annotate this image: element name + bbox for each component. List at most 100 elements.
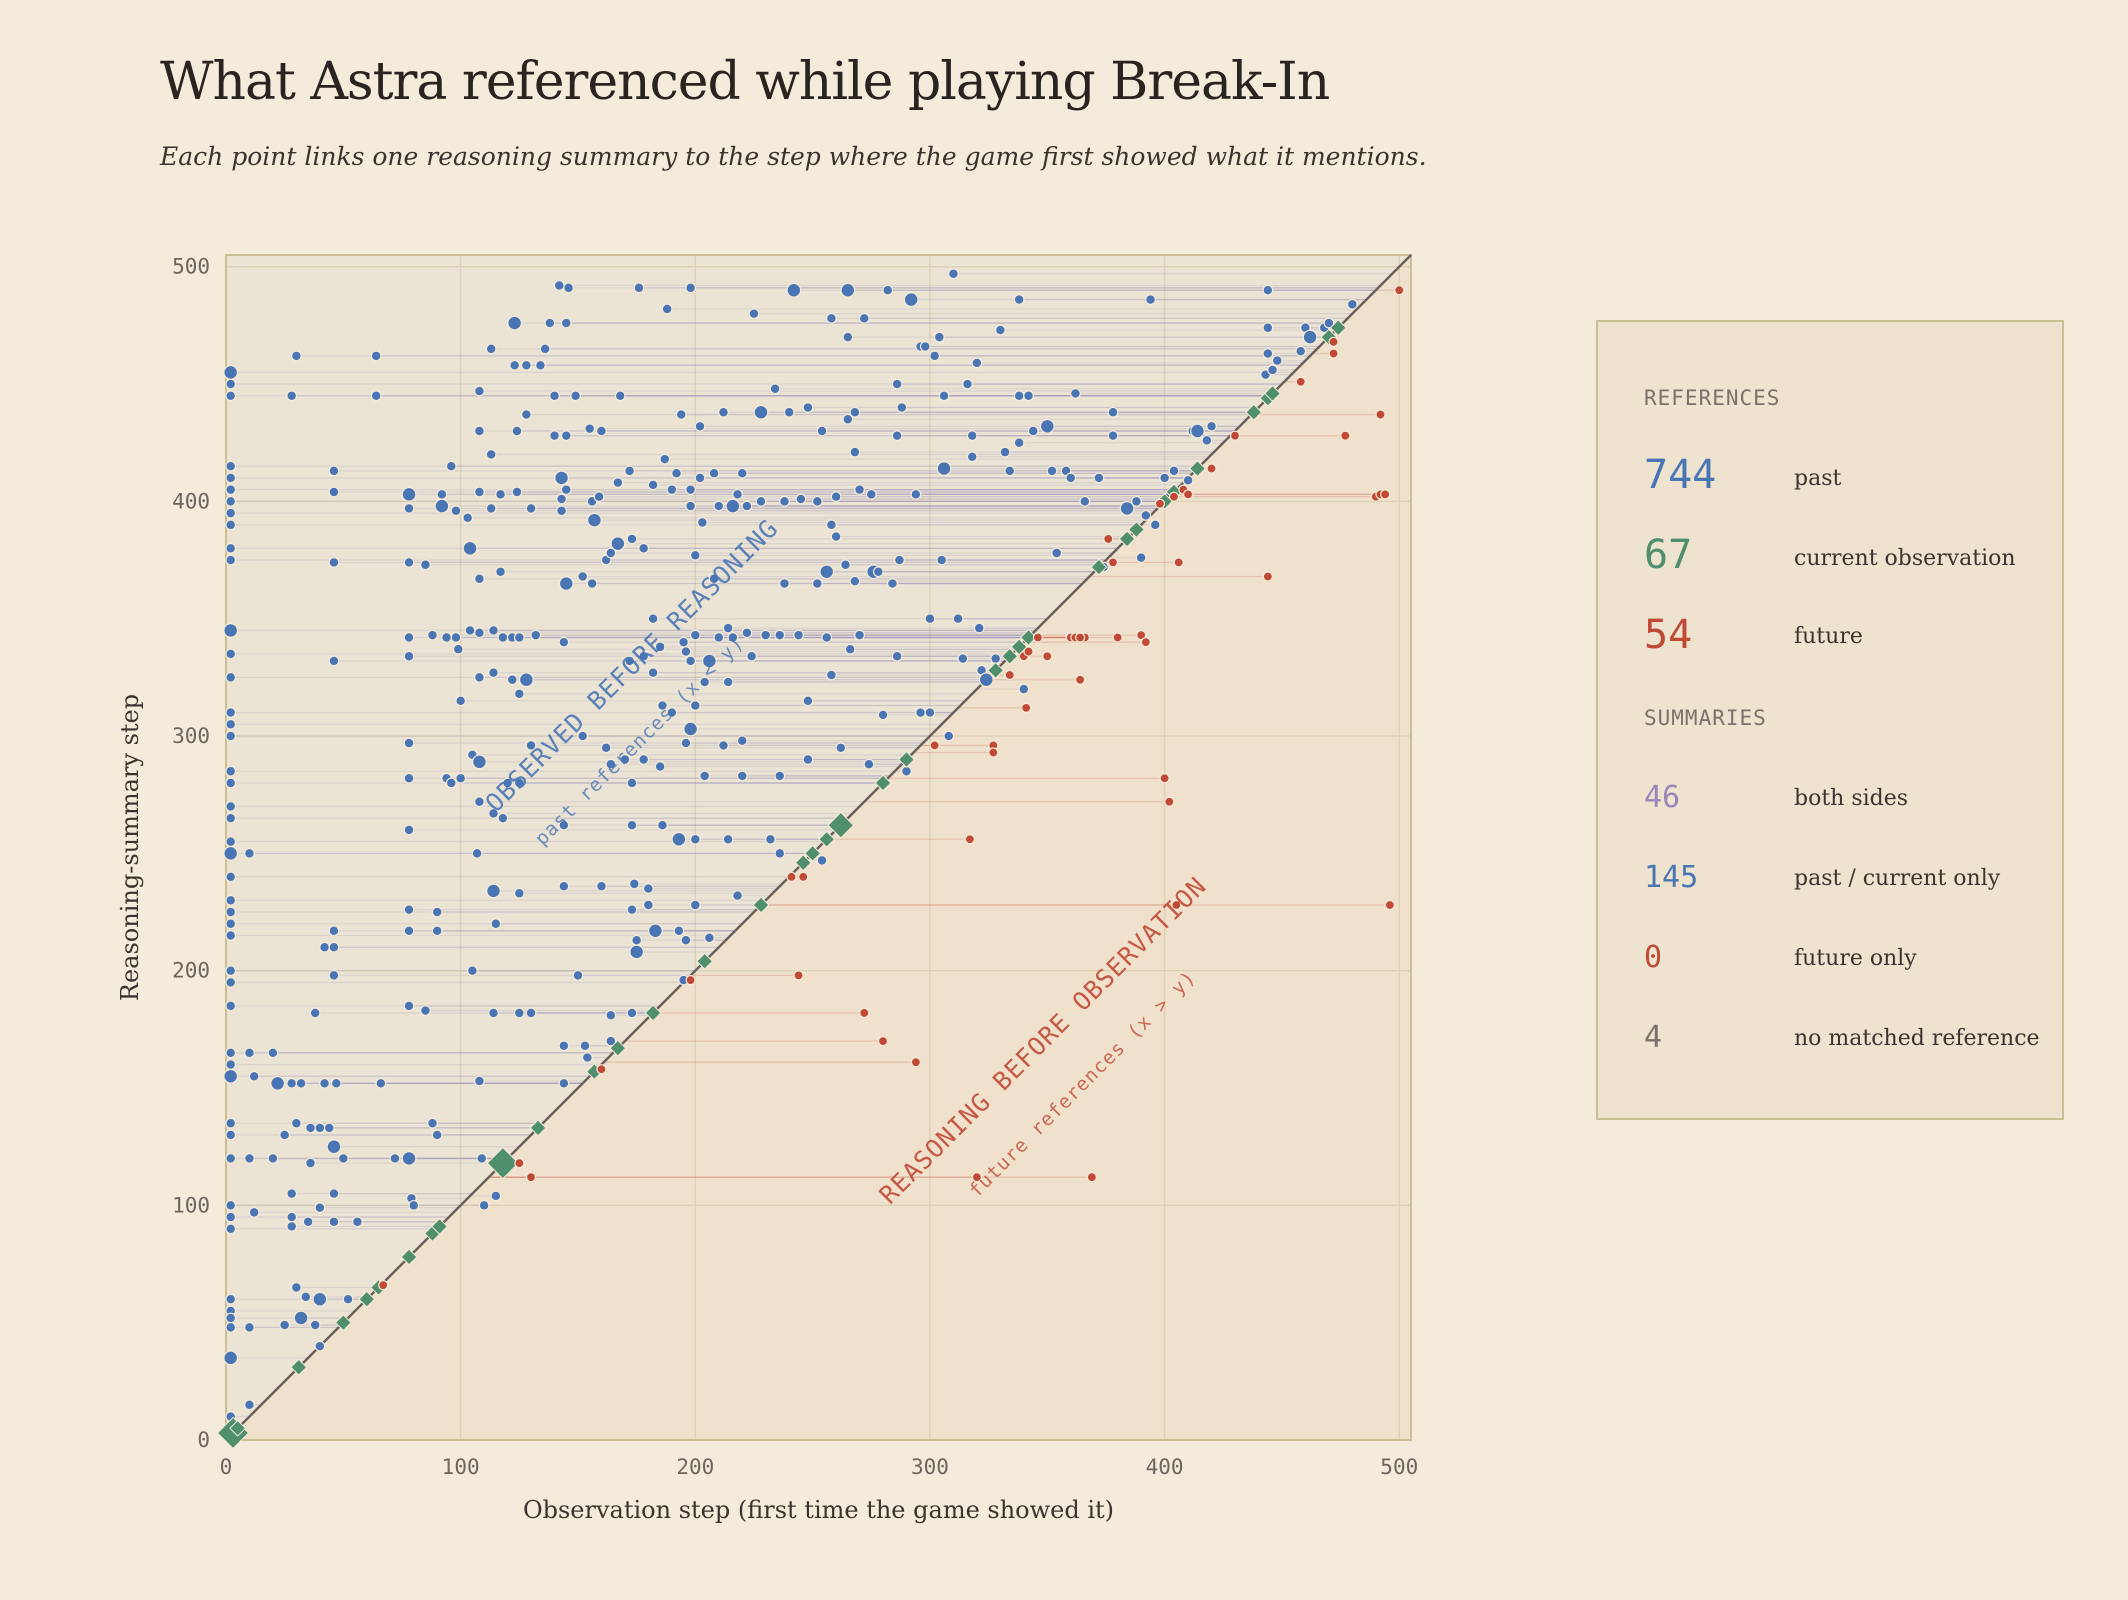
past-point — [225, 1199, 237, 1211]
past-point — [506, 674, 518, 686]
past-point — [225, 730, 237, 742]
past-point — [558, 1040, 570, 1052]
future-point — [1375, 409, 1386, 420]
summaries-no-match-label: no matched reference — [1794, 1026, 2040, 1051]
summaries-past-current-label: past / current only — [1794, 866, 2001, 891]
past-point — [223, 623, 239, 638]
future-point — [1159, 773, 1170, 784]
past-point — [699, 676, 711, 688]
past-point — [957, 653, 969, 665]
past-point — [370, 350, 382, 362]
diagonal-reference-line — [225, 254, 1412, 1441]
past-point — [549, 390, 560, 402]
past-point — [631, 934, 643, 946]
future-point — [1164, 796, 1175, 807]
series-future — [378, 285, 1405, 1291]
past-point — [328, 486, 340, 498]
past-point — [520, 359, 532, 371]
past-point — [802, 402, 814, 413]
past-point — [903, 292, 919, 307]
future-point — [1328, 336, 1339, 347]
past-point — [244, 1047, 255, 1059]
past-point — [779, 495, 790, 507]
past-point — [244, 1399, 255, 1411]
past-point — [685, 500, 697, 512]
past-point — [293, 1310, 309, 1326]
past-point — [1262, 322, 1274, 334]
current-point — [400, 1248, 418, 1266]
past-point — [842, 331, 854, 343]
past-point — [225, 1153, 237, 1164]
past-point — [248, 1070, 260, 1082]
past-point — [403, 1000, 415, 1012]
summaries-no-match-count: 4 — [1644, 1020, 1663, 1055]
past-point — [683, 721, 699, 737]
past-point — [769, 383, 781, 395]
past-point — [370, 390, 382, 402]
past-point — [610, 536, 626, 552]
past-point — [244, 847, 255, 859]
future-point — [971, 1172, 982, 1183]
past-point — [225, 1129, 237, 1141]
future-point — [1023, 646, 1034, 657]
past-point — [842, 413, 854, 425]
past-point — [544, 317, 556, 329]
past-point — [680, 646, 692, 657]
past-point — [314, 1202, 326, 1214]
past-point — [642, 899, 654, 911]
future-point — [1182, 489, 1194, 500]
past-point — [495, 566, 506, 578]
past-point — [267, 1153, 279, 1164]
past-point — [708, 467, 720, 479]
past-point — [701, 653, 717, 669]
past-point — [647, 613, 659, 625]
future-point — [1295, 376, 1306, 387]
past-point — [462, 540, 478, 556]
past-point — [485, 343, 497, 355]
past-point — [474, 796, 485, 808]
future-point — [786, 871, 797, 882]
past-point — [732, 890, 743, 902]
current-point — [1329, 319, 1347, 337]
past-point — [513, 688, 525, 700]
past-point — [1027, 425, 1039, 437]
past-point — [431, 925, 443, 937]
past-point — [225, 1059, 237, 1070]
past-point — [1262, 348, 1274, 359]
future-point — [798, 871, 809, 882]
past-point — [1271, 355, 1283, 366]
past-point — [1039, 418, 1055, 434]
current-point — [1118, 530, 1136, 548]
past-point — [882, 284, 894, 296]
past-point — [840, 282, 856, 298]
past-point — [225, 554, 237, 566]
past-point — [626, 819, 638, 831]
past-point — [816, 425, 828, 437]
past-point — [525, 1007, 537, 1019]
past-point — [328, 925, 340, 937]
x-axis-label: Observation step (first time the game sh… — [523, 1496, 1114, 1524]
past-point — [819, 564, 835, 580]
past-point — [337, 1153, 349, 1164]
past-point — [894, 554, 905, 566]
past-point — [748, 308, 760, 320]
past-point — [795, 493, 807, 505]
past-point — [248, 1206, 260, 1218]
future-point — [1136, 630, 1147, 641]
current-point — [696, 952, 714, 970]
future-point — [1075, 632, 1086, 643]
current-point — [644, 1004, 662, 1022]
current-point — [794, 854, 812, 872]
past-point — [727, 632, 739, 643]
past-point — [497, 632, 509, 643]
future-point — [859, 1007, 870, 1019]
past-point — [225, 1000, 237, 1012]
past-point — [225, 648, 237, 660]
past-point — [328, 655, 340, 667]
past-point — [223, 1350, 239, 1366]
references-past-label: past — [1794, 466, 1842, 491]
future-point — [1103, 533, 1114, 545]
legend-panel: REFERENCES 744 past 67 current observati… — [1596, 320, 2064, 1120]
past-point — [560, 430, 572, 442]
past-point — [464, 625, 476, 636]
